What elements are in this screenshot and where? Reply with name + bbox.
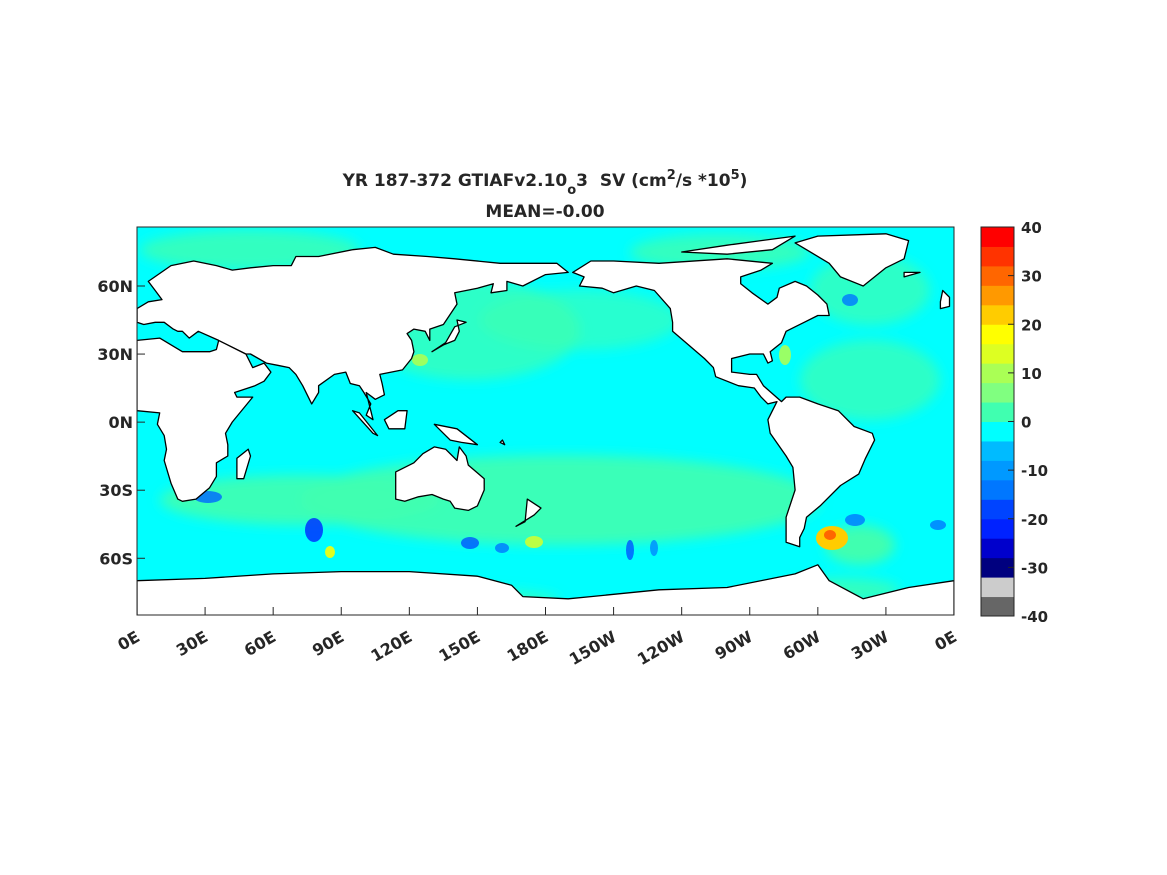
y-tick-label: 0N [108,413,133,432]
colorbar-band [981,324,1014,345]
coastline [137,246,569,421]
y-tick-label: 30N [97,345,133,364]
colorbar-band [981,577,1014,598]
x-tick-label: 60W [780,627,824,664]
title-sup: 2 [667,168,676,183]
coastline [351,410,379,437]
x-tick-label: 120W [634,627,688,669]
x-tick-label: 0E [931,627,960,654]
title: YR 187-372 GTIAFv2.10o3 SV (cm2/s *105) [342,168,748,198]
x-tick-label: 150W [566,627,620,669]
x-tick-label: 60E [241,627,279,660]
subtitle: MEAN=-0.00 [485,202,604,222]
colorbar-band [981,479,1014,500]
coastline [572,258,876,548]
title-sup: 5 [731,168,740,183]
coastline [515,498,542,527]
x-tick-label: 30W [848,627,892,664]
coastline [433,423,479,446]
x-tick-label: 30E [173,627,211,660]
colorbar-band [981,538,1014,559]
coastline [431,319,467,353]
title-sub: o [567,183,576,198]
title-mid: /s *10 [676,171,731,191]
x-tick-label: 0E [114,627,143,654]
coastline [236,448,252,480]
colorbar-band [981,402,1014,422]
colorbar-band [981,596,1014,617]
coastline [939,289,951,310]
y-tick-label: 60S [99,549,133,568]
x-tick-label: 90E [309,627,347,660]
colorbar-band [981,440,1014,461]
colorbar-band [981,363,1014,384]
coastline [137,564,954,615]
colorbar-band [981,460,1014,481]
colorbar-band [981,285,1014,306]
colorbar-band [981,265,1014,286]
colorbar-band [981,343,1014,364]
y-tick-label: 30S [99,481,133,500]
colorbar-tick-label: 20 [1021,316,1042,334]
title-rest: 3 SV (cm [576,171,667,191]
colorbar-tick-label: 40 [1021,219,1042,237]
colorbar-band [981,304,1014,325]
x-tick-label: 180E [504,627,552,666]
colorbar-band [981,382,1014,403]
x-tick-label: 150E [436,627,484,666]
y-tick-label: 60N [97,277,133,296]
title-main: YR 187-372 GTIAFv2.10 [342,171,568,191]
coastline [395,446,485,512]
colorbar-tick-label: 10 [1021,365,1042,383]
colorbar-band [981,518,1014,539]
x-tick-label: 120E [367,627,415,666]
coastline [137,337,272,502]
colorbar-tick-label: -20 [1021,511,1048,529]
colorbar-band [981,421,1014,442]
colorbar-tick-label: -30 [1021,559,1048,577]
x-tick-label: 90W [712,627,756,664]
colorbar-tick-label: 0 [1021,414,1031,432]
coastline [499,439,506,446]
colorbar-band [981,557,1014,578]
colorbar-tick-label: 30 [1021,268,1042,286]
colorbar-tick-label: -10 [1021,462,1048,480]
coastline [137,307,138,323]
colorbar-band [981,499,1014,520]
colorbar-frame [980,226,1015,617]
land [137,233,954,615]
coastline [681,235,796,255]
colorbar: -40 -30 -20 -10 0 10 20 30 40 [981,219,1048,626]
coastline [794,233,910,287]
colorbar-tick-label: -40 [1021,608,1048,626]
map [137,227,954,615]
coastline [383,410,408,430]
colorbar-band [981,227,1014,247]
colorbar-band [981,246,1014,267]
title-end: ) [740,171,748,191]
coastline [903,271,921,278]
